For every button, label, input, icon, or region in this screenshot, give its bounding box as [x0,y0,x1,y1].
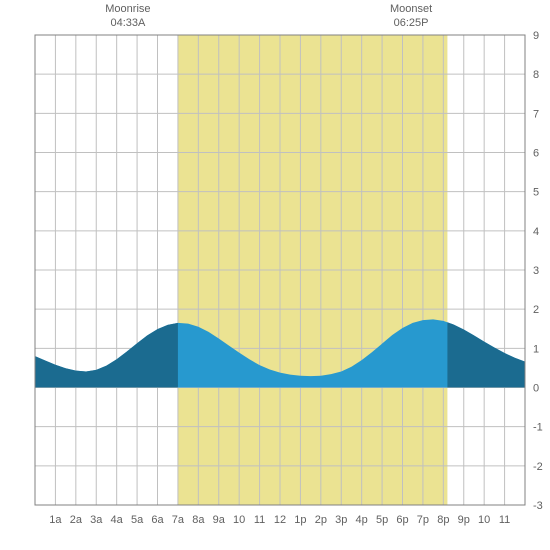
svg-text:10: 10 [478,514,490,526]
svg-text:4a: 4a [111,514,124,526]
tide-chart: Moonrise 04:33A Moonset 06:25P -3-2-1012… [0,0,550,550]
svg-text:9a: 9a [213,514,226,526]
svg-text:3p: 3p [335,514,347,526]
svg-text:-2: -2 [533,461,543,473]
svg-text:10: 10 [233,514,245,526]
svg-text:8p: 8p [437,514,449,526]
svg-text:5a: 5a [131,514,144,526]
svg-text:1a: 1a [49,514,62,526]
svg-text:3: 3 [533,265,539,277]
svg-text:9: 9 [533,30,539,42]
svg-text:0: 0 [533,383,539,395]
svg-text:4: 4 [533,226,539,238]
svg-text:5p: 5p [376,514,388,526]
svg-text:3a: 3a [90,514,103,526]
svg-text:2a: 2a [70,514,83,526]
svg-text:1p: 1p [294,514,306,526]
svg-text:6: 6 [533,148,539,160]
svg-text:7a: 7a [172,514,185,526]
svg-text:7: 7 [533,108,539,120]
svg-text:8a: 8a [192,514,205,526]
svg-text:11: 11 [499,514,510,526]
svg-text:8: 8 [533,69,539,81]
chart-canvas: -3-2-101234567891a2a3a4a5a6a7a8a9a101112… [0,0,550,550]
svg-text:1: 1 [533,343,539,355]
svg-text:-1: -1 [533,422,543,434]
svg-text:11: 11 [254,514,265,526]
svg-text:12: 12 [274,514,286,526]
svg-text:4p: 4p [356,514,368,526]
svg-text:9p: 9p [458,514,470,526]
svg-text:6a: 6a [151,514,164,526]
svg-text:7p: 7p [417,514,429,526]
svg-text:2: 2 [533,304,539,316]
svg-text:2p: 2p [315,514,327,526]
svg-text:-3: -3 [533,500,543,512]
svg-text:5: 5 [533,187,539,199]
svg-text:6p: 6p [396,514,408,526]
